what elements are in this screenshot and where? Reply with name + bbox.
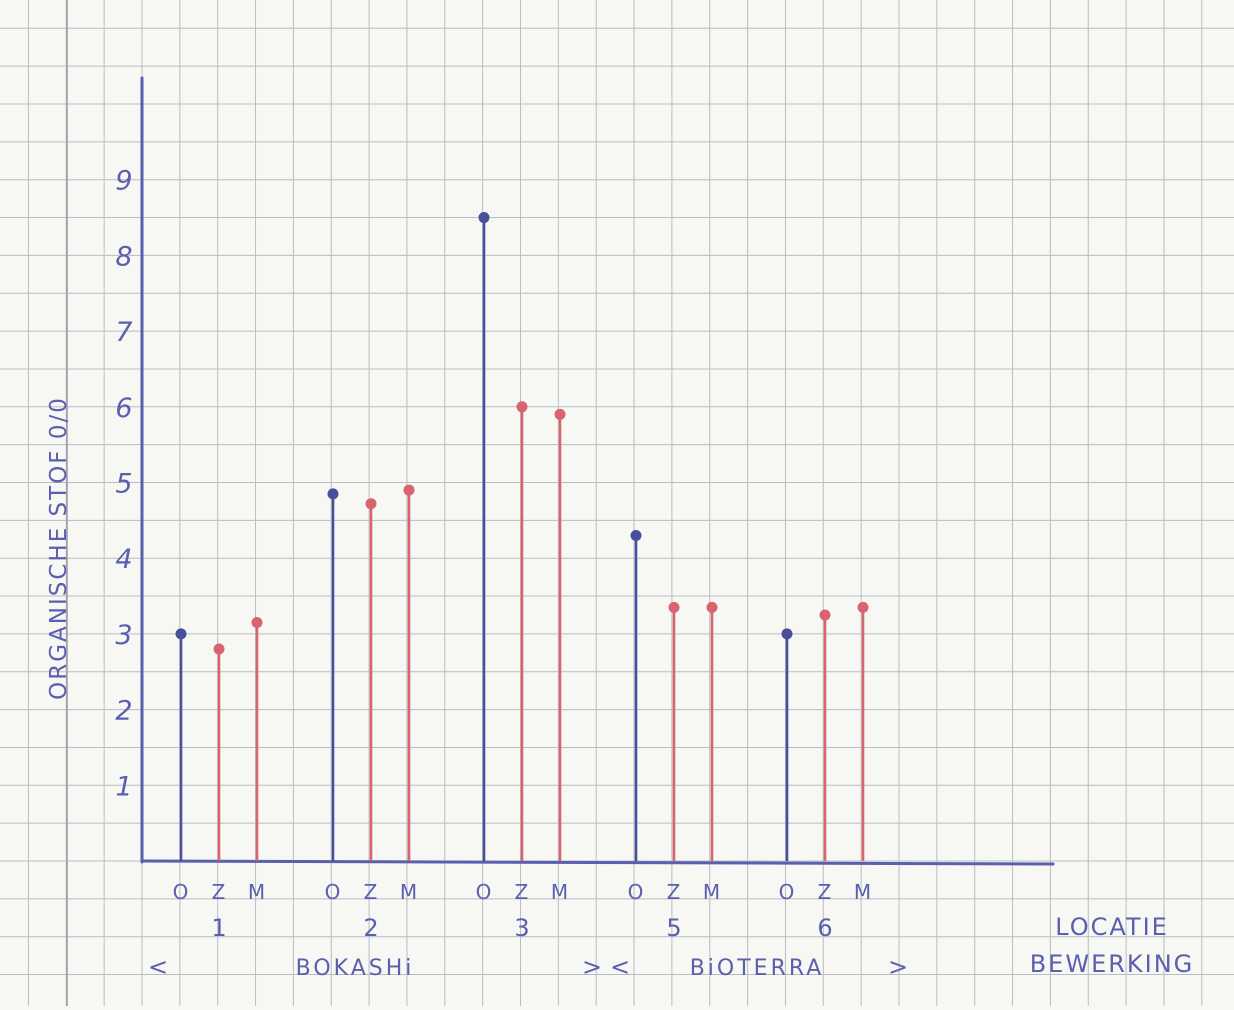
lollipop-dot	[365, 498, 377, 510]
y-tick-label: 5	[115, 469, 132, 500]
lollipop-dot	[857, 601, 869, 613]
treatment-bracket-close: >	[888, 953, 908, 981]
y-tick-label: 1	[115, 771, 132, 802]
treatment-label: BOKASHi	[296, 956, 415, 981]
x-subcategory-label: Z	[667, 880, 682, 904]
lollipop-dot	[668, 601, 680, 613]
x-axis-line	[140, 859, 1055, 866]
x-subcategory-label: O	[325, 880, 342, 904]
x-subcategory-label: Z	[515, 880, 530, 904]
y-axis-title: ORGANISCHE STOF 0/0	[46, 396, 72, 700]
x-subcategory-label: M	[400, 880, 418, 904]
x-location-label: 1	[211, 914, 226, 942]
x-subcategory-label: M	[248, 880, 266, 904]
x-subcategory-label: O	[476, 880, 493, 904]
x-subcategory-label: Z	[818, 880, 833, 904]
y-tick-label: 4	[115, 544, 132, 575]
lollipop-dot	[516, 401, 528, 413]
lollipop-dot	[554, 408, 566, 420]
x-subcategory-label: O	[628, 880, 645, 904]
x-axis-title-line: BEWERKING	[1030, 950, 1195, 978]
x-location-label: 3	[514, 914, 529, 942]
lollipop-dot	[327, 488, 339, 500]
x-subcategory-label: O	[779, 880, 796, 904]
x-subcategory-label: Z	[364, 880, 379, 904]
lollipop-dot	[781, 628, 793, 640]
treatment-bracket-open: <	[148, 953, 168, 981]
treatment-bracket-close: >	[582, 953, 602, 981]
x-subcategory-label: O	[173, 880, 190, 904]
treatment-bracket-open: <	[610, 953, 630, 981]
x-subcategory-label: M	[854, 880, 872, 904]
lollipops	[175, 212, 869, 861]
lollipop-dot	[630, 529, 642, 541]
y-tick-label: 6	[115, 393, 132, 424]
lollipop-dot	[213, 643, 225, 655]
x-subcategory-label: Z	[212, 880, 227, 904]
y-tick-label: 8	[115, 241, 132, 272]
y-tick-label: 9	[115, 166, 132, 197]
y-tick-label: 3	[115, 620, 132, 651]
x-location-label: 5	[666, 914, 681, 942]
treatment-label: BiOTERRA	[690, 956, 825, 981]
lollipop-dot	[706, 601, 718, 613]
x-axis-title-line: LOCATIE	[1055, 913, 1169, 941]
lollipop-dot	[175, 628, 187, 640]
lollipop-dot	[819, 609, 831, 621]
x-subcategory-label: M	[703, 880, 721, 904]
y-tick-label: 2	[115, 696, 132, 727]
axes	[140, 76, 1055, 866]
lollipop-dot	[403, 484, 415, 496]
lollipop-dot	[478, 212, 490, 224]
y-tick-label: 7	[115, 317, 132, 348]
x-location-label: 6	[817, 914, 832, 942]
lollipop-dot	[251, 617, 263, 629]
x-subcategory-label: M	[551, 880, 569, 904]
x-location-label: 2	[363, 914, 378, 942]
